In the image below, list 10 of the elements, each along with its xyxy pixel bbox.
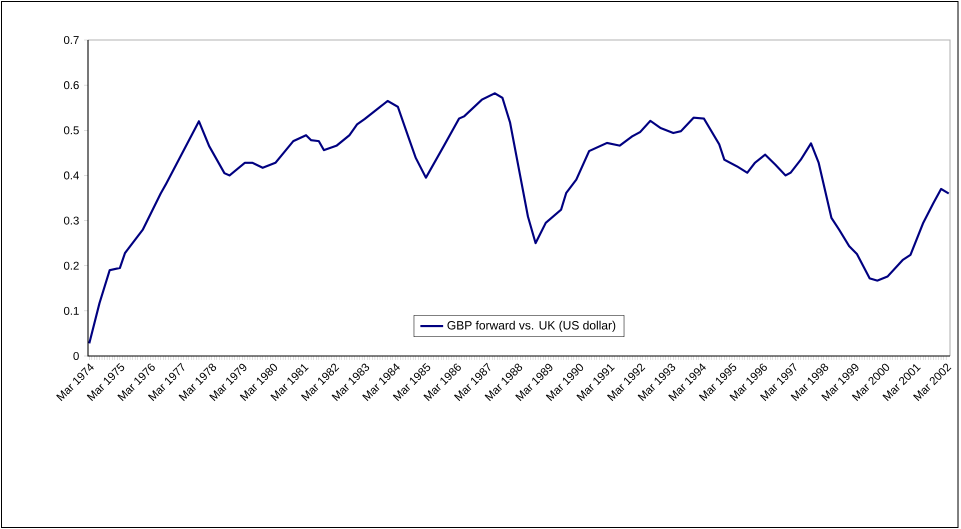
y-tick-label: 0.2 [64, 262, 79, 270]
legend-label: GBP forward vs. UK (US dollar) [447, 320, 616, 332]
y-tick-label: 0.3 [64, 216, 79, 225]
y-tick-label: 0.1 [64, 306, 79, 315]
y-tick-label: 0.4 [64, 171, 79, 180]
line-series [88, 92, 950, 344]
y-tick-label: 0.5 [64, 126, 79, 134]
y-tick-label: 0.7 [64, 36, 79, 44]
y-tick-label: 0.6 [64, 81, 79, 90]
y-tick-label: 0 [73, 352, 79, 360]
